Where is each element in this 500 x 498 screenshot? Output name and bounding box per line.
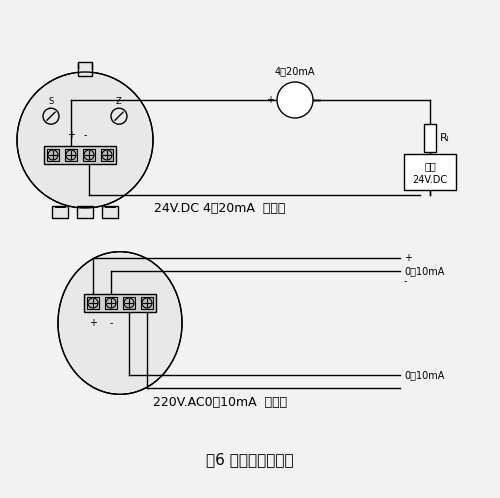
Bar — [84, 294, 156, 312]
Circle shape — [18, 73, 152, 207]
Bar — [424, 124, 436, 151]
Text: +: + — [266, 95, 274, 105]
Bar — [87, 297, 99, 309]
Circle shape — [17, 72, 153, 208]
Bar — [101, 149, 113, 161]
Text: -: - — [404, 276, 407, 286]
Circle shape — [111, 108, 127, 124]
Text: 24V.DC: 24V.DC — [412, 175, 448, 185]
Bar — [123, 297, 135, 309]
Bar — [105, 297, 117, 309]
Ellipse shape — [59, 252, 181, 393]
Text: 0～10mA: 0～10mA — [404, 370, 444, 380]
Text: 0～10mA: 0～10mA — [404, 266, 444, 276]
Text: Z: Z — [116, 97, 122, 106]
Circle shape — [277, 82, 313, 118]
Bar — [52, 206, 68, 218]
Text: -: - — [315, 95, 318, 105]
Text: 24V.DC 4～20mA  两线制: 24V.DC 4～20mA 两线制 — [154, 202, 286, 215]
Bar — [77, 206, 93, 218]
Text: -: - — [109, 318, 113, 328]
Text: +: + — [67, 130, 75, 140]
Text: Rₗ: Rₗ — [440, 132, 450, 142]
Bar — [404, 154, 456, 190]
Bar — [65, 149, 77, 161]
Text: S: S — [48, 97, 54, 106]
Text: 220V.AC0～10mA  四线制: 220V.AC0～10mA 四线制 — [153, 396, 287, 409]
Circle shape — [43, 108, 59, 124]
Bar — [141, 297, 153, 309]
Text: +: + — [89, 318, 97, 328]
Bar — [47, 149, 59, 161]
Ellipse shape — [58, 251, 182, 394]
Text: 电源: 电源 — [424, 161, 436, 172]
Text: 图6 电远传型接线图: 图6 电远传型接线图 — [206, 453, 294, 468]
Bar — [83, 149, 95, 161]
Text: -: - — [83, 130, 87, 140]
Bar — [102, 206, 118, 218]
Bar — [44, 146, 116, 164]
Text: 4～20mA: 4～20mA — [275, 66, 316, 76]
Text: +: + — [404, 253, 412, 263]
Bar — [78, 62, 92, 76]
